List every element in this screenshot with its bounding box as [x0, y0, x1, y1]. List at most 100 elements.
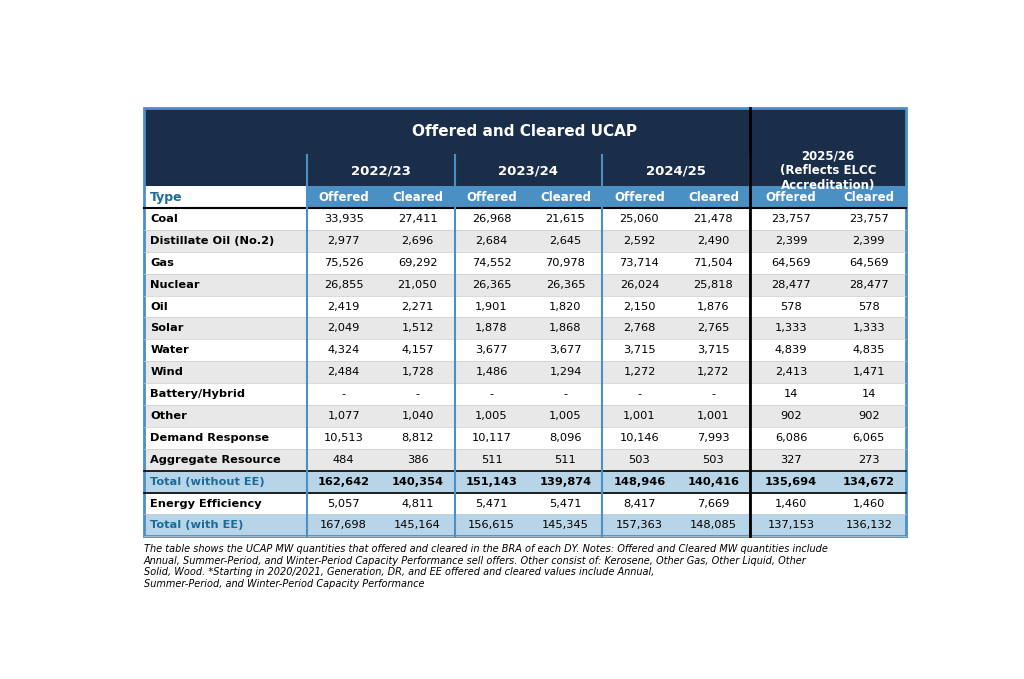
- Text: 2024/25: 2024/25: [646, 164, 707, 177]
- Text: 1,471: 1,471: [853, 367, 885, 378]
- Text: 2,645: 2,645: [549, 236, 582, 246]
- Bar: [528, 252, 602, 274]
- Bar: [831, 492, 906, 515]
- Text: 7,993: 7,993: [697, 433, 730, 443]
- Text: Aggregate Resource: Aggregate Resource: [151, 455, 281, 464]
- Bar: [602, 230, 677, 252]
- Text: Offered and Cleared UCAP: Offered and Cleared UCAP: [413, 124, 637, 139]
- Text: 145,345: 145,345: [542, 520, 589, 530]
- Text: 3,677: 3,677: [549, 346, 582, 355]
- Text: Gas: Gas: [151, 258, 174, 268]
- Bar: [831, 252, 906, 274]
- Bar: [455, 274, 528, 295]
- Bar: [455, 318, 528, 340]
- Text: 7,669: 7,669: [697, 498, 730, 509]
- Bar: [455, 515, 528, 536]
- Bar: [306, 318, 381, 340]
- Text: 139,874: 139,874: [540, 477, 592, 487]
- Text: 23,757: 23,757: [771, 214, 811, 224]
- Bar: [677, 295, 751, 318]
- Text: Offered: Offered: [614, 191, 665, 204]
- Text: Offered: Offered: [766, 191, 816, 204]
- Bar: [831, 186, 906, 208]
- Bar: [677, 492, 751, 515]
- Bar: [381, 405, 455, 427]
- Bar: [306, 515, 381, 536]
- Bar: [528, 471, 602, 492]
- Text: -: -: [637, 389, 641, 399]
- Text: 8,096: 8,096: [549, 433, 582, 443]
- Text: 73,714: 73,714: [620, 258, 659, 268]
- Bar: [528, 318, 602, 340]
- Text: 2,413: 2,413: [775, 367, 807, 378]
- Bar: [528, 449, 602, 471]
- Text: 511: 511: [555, 455, 577, 464]
- Bar: [602, 405, 677, 427]
- Text: 64,569: 64,569: [771, 258, 811, 268]
- Text: 4,157: 4,157: [401, 346, 434, 355]
- Text: 1,868: 1,868: [549, 323, 582, 333]
- Bar: [381, 471, 455, 492]
- Bar: [143, 405, 306, 427]
- Text: 1,878: 1,878: [475, 323, 508, 333]
- Text: Offered: Offered: [466, 191, 517, 204]
- Text: 1,820: 1,820: [549, 301, 582, 312]
- Text: 2023/24: 2023/24: [499, 164, 558, 177]
- Text: Water: Water: [151, 346, 189, 355]
- Text: 148,085: 148,085: [690, 520, 737, 530]
- Text: 6,065: 6,065: [853, 433, 885, 443]
- Text: 902: 902: [858, 411, 880, 421]
- Bar: [602, 361, 677, 383]
- Bar: [831, 274, 906, 295]
- Bar: [751, 155, 905, 186]
- Bar: [455, 208, 528, 230]
- Text: 5,057: 5,057: [328, 498, 359, 509]
- Bar: [602, 252, 677, 274]
- Text: 2,696: 2,696: [401, 236, 434, 246]
- Text: 1,901: 1,901: [475, 301, 508, 312]
- Text: Total (with EE): Total (with EE): [151, 520, 244, 530]
- Bar: [381, 361, 455, 383]
- Text: 2,684: 2,684: [475, 236, 508, 246]
- Text: 70,978: 70,978: [546, 258, 586, 268]
- Bar: [831, 405, 906, 427]
- Text: 3,715: 3,715: [697, 346, 730, 355]
- Bar: [751, 361, 831, 383]
- Bar: [751, 383, 831, 405]
- Text: Cleared: Cleared: [688, 191, 739, 204]
- Text: -: -: [563, 389, 567, 399]
- Bar: [306, 361, 381, 383]
- Text: 14: 14: [861, 389, 876, 399]
- Bar: [143, 230, 306, 252]
- Bar: [831, 361, 906, 383]
- Text: 1,272: 1,272: [697, 367, 730, 378]
- Bar: [751, 230, 831, 252]
- Text: 23,757: 23,757: [849, 214, 889, 224]
- Text: Nuclear: Nuclear: [151, 280, 200, 290]
- Bar: [677, 383, 751, 405]
- Text: 167,698: 167,698: [321, 520, 367, 530]
- Bar: [455, 252, 528, 274]
- Bar: [831, 318, 906, 340]
- Bar: [831, 427, 906, 449]
- Text: 140,354: 140,354: [391, 477, 443, 487]
- Text: 4,835: 4,835: [853, 346, 885, 355]
- Text: 26,024: 26,024: [620, 280, 659, 290]
- Text: 5,471: 5,471: [549, 498, 582, 509]
- Bar: [306, 186, 381, 208]
- Text: 2,419: 2,419: [328, 301, 359, 312]
- Bar: [455, 230, 528, 252]
- Bar: [677, 405, 751, 427]
- Text: 2,768: 2,768: [624, 323, 655, 333]
- Bar: [143, 361, 306, 383]
- Bar: [602, 295, 677, 318]
- Bar: [455, 405, 528, 427]
- Bar: [381, 230, 455, 252]
- Text: Type: Type: [151, 191, 183, 204]
- Text: 8,417: 8,417: [624, 498, 655, 509]
- Bar: [306, 383, 381, 405]
- Bar: [602, 492, 677, 515]
- Bar: [455, 427, 528, 449]
- Bar: [602, 155, 751, 186]
- Text: 151,143: 151,143: [466, 477, 517, 487]
